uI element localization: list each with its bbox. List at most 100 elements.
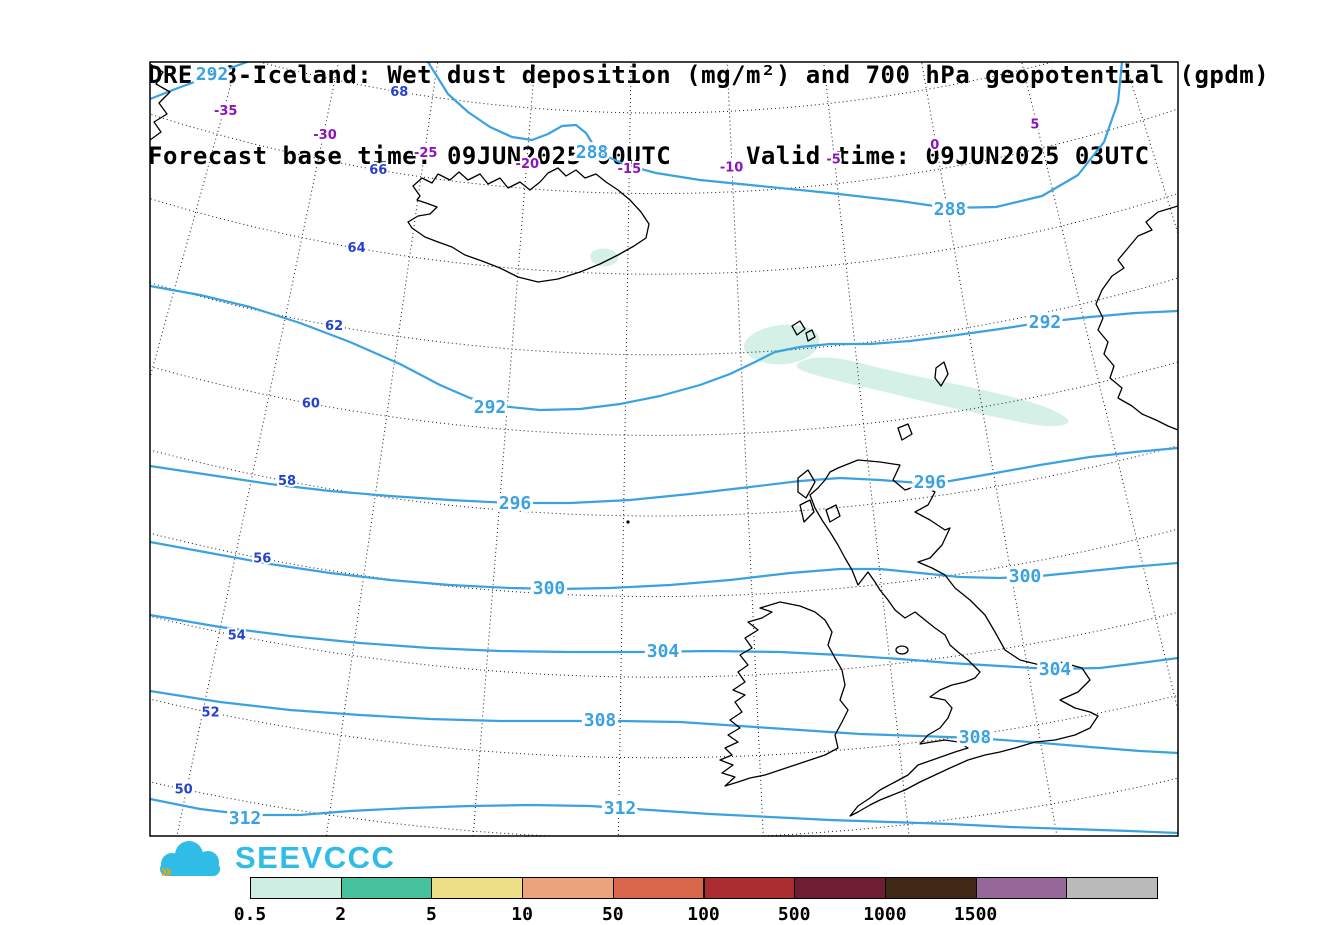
colorbar-segment	[794, 877, 886, 899]
contour-value-label: 300	[1009, 566, 1042, 587]
colorbar-segment	[612, 877, 705, 899]
longitude-label: -30	[313, 128, 337, 143]
chart-title: DREAM8-Iceland: Wet dust deposition (mg/…	[148, 61, 1270, 89]
dust-deposition-shading	[590, 248, 1069, 427]
longitude-label: -20	[516, 157, 540, 172]
longitude-gridline	[150, 62, 238, 380]
great-britain-coast	[809, 459, 1099, 817]
latitude-label: 64	[348, 241, 366, 256]
faroe-islands	[791, 320, 816, 342]
latitude-label: 52	[202, 706, 220, 721]
small-islet	[626, 520, 630, 524]
colorbar-tick-label: 0.5	[233, 904, 267, 925]
colorbar-tick-label: 1500	[953, 904, 998, 925]
longitude-label: 0	[930, 138, 939, 153]
contour-value-label: 292	[1029, 312, 1062, 333]
contour-value-label: 308	[959, 727, 992, 748]
colorbar-segment	[884, 877, 977, 899]
contour-296	[150, 446, 1178, 505]
logo-arrow-icon: »	[160, 859, 173, 880]
contour-value-label: 304	[1039, 659, 1072, 680]
colorbar-tick-label: 1000	[863, 904, 907, 925]
colorbar-tick-label: 100	[687, 904, 720, 925]
latitude-label: 62	[325, 319, 343, 334]
latitude-label: 68	[390, 85, 408, 100]
latitude-label: 54	[228, 629, 246, 644]
longitude-label: 5	[1030, 117, 1039, 132]
latitude-gridline	[150, 108, 1178, 195]
colorbar-tick-label: 50	[601, 904, 624, 925]
longitude-label: -25	[414, 146, 438, 161]
longitude-gridline	[823, 62, 910, 836]
logo-text: SEEVCCC	[235, 840, 396, 875]
colorbar-segment	[431, 877, 524, 899]
cloud-logo-icon: »	[160, 841, 220, 883]
ireland-coast	[719, 601, 849, 787]
contour-value-label: 288	[576, 142, 609, 163]
colorbar-tick-label: 500	[777, 904, 811, 925]
latitude-gridline	[150, 445, 1178, 517]
iceland-coast	[407, 167, 650, 283]
contour-value-label: 308	[584, 710, 617, 731]
shetland-islands	[934, 361, 949, 387]
longitude-label: -35	[214, 104, 238, 119]
longitude-label: -10	[720, 161, 744, 176]
contour-value-label: 312	[229, 808, 262, 829]
latitude-label: 60	[302, 397, 320, 412]
colorbar-segment	[703, 877, 796, 899]
latitude-label: 66	[369, 163, 387, 178]
latitude-label: 58	[278, 474, 296, 489]
latitude-gridline	[150, 277, 1178, 356]
latitude-gridline	[150, 528, 1178, 598]
hebrides-islands	[797, 469, 841, 523]
orkney-islands	[897, 423, 913, 441]
title-block: DREAM8-Iceland: Wet dust deposition (mg/…	[148, 8, 1269, 224]
contour-value-label: 304	[647, 641, 680, 662]
contour-value-label: 292	[474, 397, 507, 418]
longitude-label: -15	[618, 162, 642, 177]
contour-value-label: 296	[499, 493, 532, 514]
contour-312	[150, 797, 1178, 835]
contour-300	[150, 540, 1178, 591]
norway-coast	[1095, 205, 1178, 431]
longitude-gridline	[726, 62, 764, 836]
coastlines	[150, 63, 1178, 817]
contour-value-label: 288	[934, 199, 967, 220]
chart-subtitle: Forecast base time: 09JUN2025 00UTC Vali…	[148, 142, 1150, 170]
isle-of-man	[895, 645, 909, 655]
contour-value-label: 312	[604, 798, 637, 819]
latitude-gridline	[150, 361, 1178, 436]
longitude-gridline	[617, 62, 632, 836]
latitude-gridline	[257, 62, 1055, 114]
colorbar-segment	[340, 877, 433, 899]
latitude-gridline	[150, 694, 1178, 759]
latitude-gridline	[150, 611, 1178, 678]
colorbar-segment	[250, 877, 342, 899]
latitude-label: 50	[175, 782, 193, 797]
latitude-label: 56	[253, 552, 271, 567]
colorbar-tick-label: 5	[425, 904, 437, 925]
contour-292	[150, 284, 1178, 412]
contour-288	[426, 62, 1124, 210]
contour-value-label: 292	[196, 64, 229, 85]
colorbar-segment	[522, 877, 614, 899]
colorbar-tick-label: 10	[511, 904, 533, 925]
longitude-gridline	[1021, 62, 1178, 713]
longitude-label: -5	[826, 153, 840, 168]
seevccc-logo: » SEEVCCC	[150, 835, 410, 883]
latitude-gridline	[150, 193, 1178, 275]
colorbar-tick-label: 2	[335, 904, 347, 925]
geopotential-contours	[150, 62, 1178, 835]
colorbar-segment	[975, 877, 1068, 899]
colorbar-segment	[1066, 877, 1158, 899]
contour-308	[150, 689, 1178, 755]
longitude-gridline	[1124, 62, 1178, 236]
contour-value-label: 300	[533, 578, 566, 599]
contour-value-label: 296	[914, 472, 947, 493]
greenland-coast	[150, 63, 171, 141]
map-frame	[149, 61, 1179, 837]
